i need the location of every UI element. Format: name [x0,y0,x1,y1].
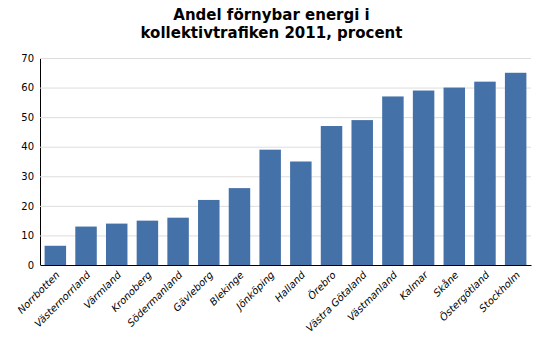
bar [505,73,526,265]
chart-title: Andel förnybar energi ikollektivtrafiken… [141,6,403,42]
bar [106,224,127,265]
y-tick: 70 [21,53,531,64]
x-tick-label: Västmanland [345,269,399,323]
y-axis: 0 10 20 30 40 50 60 70 [21,53,531,271]
x-tick: Gävleborg [171,269,215,313]
bar [259,150,280,265]
x-tick: Västmanland [345,269,399,323]
bar [382,96,403,265]
chart-title-line: Andel förnybar energi i [173,6,369,24]
x-tick-label: Jönköping [233,269,277,313]
x-axis-line [41,265,532,266]
y-tick-label: 50 [21,112,34,123]
x-tick: Jönköping [233,269,277,313]
bar [413,91,434,265]
plot-area: 0 10 20 30 40 50 60 70 NorrbottenVästernorrlandV… [15,53,531,334]
y-tick-label: 10 [21,230,34,241]
y-tick-label: 20 [21,201,34,212]
x-tick: Västernorrland [32,269,93,330]
bar [137,221,158,265]
bar [321,126,342,265]
y-axis-line [41,59,532,266]
x-tick-label: Stockholm [477,269,522,314]
x-tick: Södermanland [125,269,185,329]
y-tick-label: 60 [21,82,34,93]
bar [474,82,495,265]
chart-container: Andel förnybar energi ikollektivtrafiken… [0,0,543,347]
y-tick-label: 0 [28,260,34,271]
bar [351,120,372,265]
x-tick: Östergötland [437,268,492,323]
bars [45,73,527,265]
x-axis: NorrbottenVästernorrlandVärmlandKronober… [15,266,531,334]
x-tick-label: Halland [273,269,308,304]
x-tick: Halland [273,269,308,304]
bar [444,88,465,265]
x-tick: Kalmar [397,269,430,302]
x-tick-label: Södermanland [125,269,185,329]
bar [198,200,219,265]
x-tick: Skåne [430,269,460,299]
y-tick-label: 70 [21,53,34,64]
y-tick-label: 40 [21,141,34,152]
bar [290,162,311,266]
y-tick-label: 30 [21,171,34,182]
x-tick: Stockholm [477,269,522,314]
bar [229,188,250,265]
chart-svg: Andel förnybar energi ikollektivtrafiken… [0,0,543,347]
x-tick-label: Västernorrland [32,269,93,330]
y-grid-line [40,58,531,59]
x-tick-label: Kalmar [397,269,430,302]
x-tick-label: Östergötland [437,268,492,323]
x-tick-label: Gävleborg [171,269,215,313]
bar [75,227,96,265]
bar [45,246,66,265]
chart-title-line: kollektivtrafiken 2011, procent [141,24,403,42]
x-tick-label: Skåne [430,269,460,299]
bar [167,218,188,265]
y-grid-line [40,265,531,266]
